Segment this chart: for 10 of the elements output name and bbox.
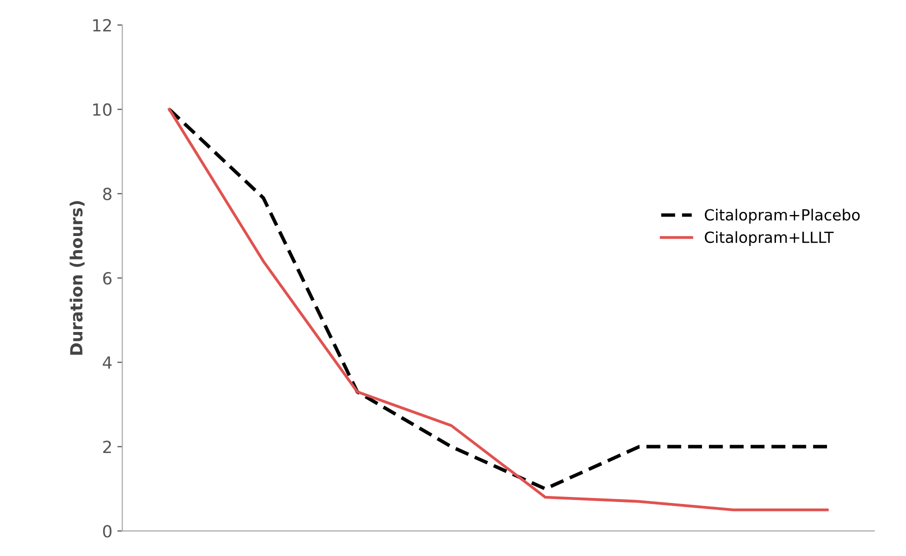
y-tick-label: 6	[103, 272, 112, 285]
legend-label: Citalopram+LLLT	[704, 231, 834, 246]
y-tick-label: 2	[103, 440, 111, 453]
y-tick-label: 0	[103, 524, 112, 538]
y-tick-label: 4	[102, 356, 112, 369]
y-tick-label: 12	[93, 18, 111, 32]
legend-label: Citalopram+Placebo	[704, 208, 860, 224]
y-tick-label: 8	[103, 188, 112, 200]
y-tick-label: 10	[93, 103, 112, 116]
y-axis-title: Duration (hours)	[70, 201, 85, 355]
